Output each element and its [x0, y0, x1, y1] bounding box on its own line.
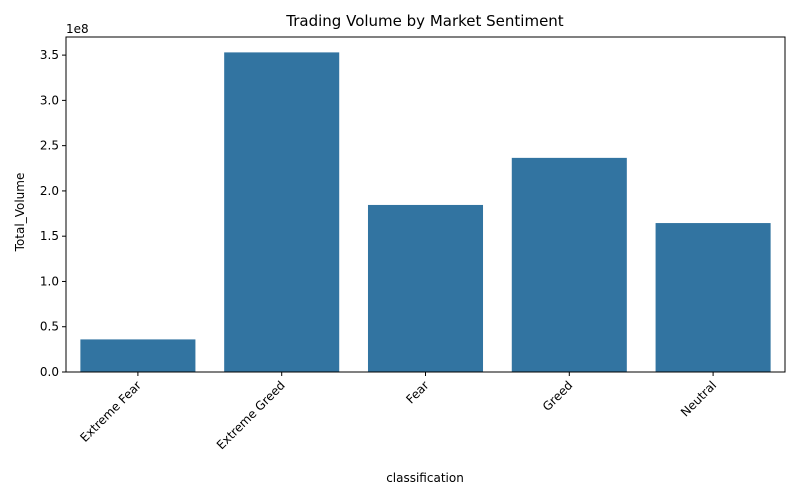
y-tick-label: 1.0 [40, 274, 59, 288]
y-axis-ticks: 0.0 0.5 1.0 1.5 2.0 2.5 3.0 3.5 [40, 48, 66, 379]
bar-neutral [655, 223, 771, 372]
x-tick-label: Extreme Fear [77, 378, 144, 445]
bar-greed [511, 157, 627, 372]
y-tick-label: 3.5 [40, 48, 59, 62]
y-tick-label: 2.0 [40, 184, 59, 198]
y-axis-label: Total_Volume [13, 173, 27, 253]
bar-extreme-fear [80, 339, 196, 372]
y-tick-label: 0.0 [40, 365, 59, 379]
plot-area-frame [65, 36, 786, 373]
y-tick-label: 3.0 [40, 93, 59, 107]
x-axis-ticks: Extreme Fear Extreme Greed Fear Greed Neutra… [77, 372, 719, 452]
x-axis-label: classification [386, 471, 464, 485]
y-tick-label: 1.5 [40, 229, 59, 243]
y-tick-label: 2.5 [40, 139, 59, 153]
bar-fear [367, 204, 484, 372]
x-tick-label: Neutral [678, 378, 719, 419]
bars-group [80, 52, 771, 372]
x-tick-label: Fear [403, 378, 431, 406]
x-tick-label: Greed [540, 378, 576, 414]
x-tick-label: Extreme Greed [214, 378, 288, 452]
bar-extreme-greed [224, 52, 340, 372]
y-tick-label: 0.5 [40, 320, 59, 334]
y-axis-offset-label: 1e8 [66, 22, 89, 36]
chart-title: Trading Volume by Market Sentiment [285, 12, 564, 30]
